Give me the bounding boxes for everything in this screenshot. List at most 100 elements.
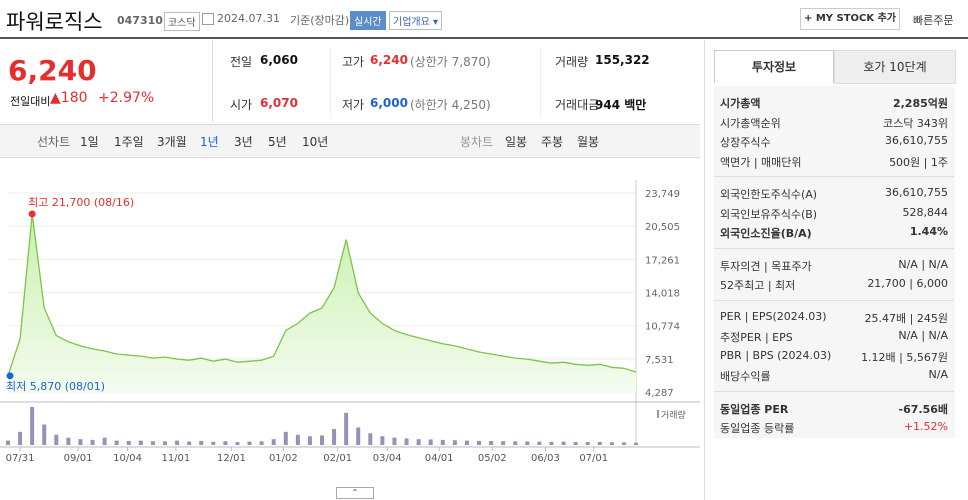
quick-order[interactable]: 빠른주문: [913, 14, 954, 27]
volume-bar: [537, 441, 542, 445]
candle-tab[interactable]: 주봉: [541, 135, 564, 149]
volume-bar: [597, 441, 602, 445]
volume-bar: [30, 407, 35, 445]
tab-invest[interactable]: 투자정보: [714, 50, 834, 83]
x-tick-label: 06/03: [531, 453, 560, 464]
summary-value: 6,070: [260, 96, 298, 110]
volume-bar: [428, 439, 433, 445]
volume-bar: [416, 439, 421, 445]
basis: 기준(장마감): [290, 14, 350, 27]
summary-sub: (하한가 4,250): [410, 98, 491, 112]
volume-bar: [223, 441, 228, 445]
volume-bar: [150, 441, 155, 445]
volume-bar: [513, 441, 518, 445]
info-value: N/A | N/A: [898, 257, 948, 271]
period-tab[interactable]: 3개월: [157, 135, 187, 149]
collapse-button[interactable]: ⌃: [336, 487, 374, 499]
y-tick-label: 7,531: [645, 355, 674, 366]
candle-tab[interactable]: 일봉: [505, 135, 528, 149]
info-value: 21,700 | 6,000: [867, 277, 948, 290]
info-label: 52주최고 | 최저: [720, 279, 796, 292]
volume-bar: [525, 441, 530, 445]
summary-label: 시가: [230, 98, 253, 112]
info-value: 36,610,755: [885, 134, 948, 147]
line-chart-label: 선차트: [37, 135, 71, 149]
info-label: 액면가 | 매매단위: [720, 155, 802, 169]
volume-bar: [295, 434, 300, 445]
volume-bar: [175, 440, 180, 445]
date: 2024.07.31: [217, 12, 280, 25]
period-tab[interactable]: 1일: [80, 135, 99, 149]
mystock-button[interactable]: + MY STOCK 추가: [800, 8, 900, 30]
realtime-badge[interactable]: 실시간: [350, 11, 386, 30]
volume-bar: [392, 437, 397, 445]
period-tab[interactable]: 1주일: [114, 135, 144, 149]
volume-bar: [621, 442, 626, 445]
change: ▲180: [50, 90, 88, 106]
summary-label: 전일: [230, 55, 253, 69]
low-point: [6, 372, 14, 380]
volume-bar: [440, 439, 445, 445]
change-label: 전일대비: [10, 95, 51, 108]
area: [8, 214, 636, 392]
info-value: 2,285억원: [892, 97, 948, 110]
stock-code: 047310: [117, 14, 163, 27]
volume-bar: [634, 442, 638, 445]
info-value: 25.47배 | 245원: [864, 311, 948, 325]
section-rule: [714, 176, 954, 177]
x-tick-label: 11/01: [161, 453, 190, 464]
change-value: 180: [60, 90, 88, 106]
section-rule: [714, 299, 954, 301]
summary-label: 고가: [342, 55, 365, 69]
period-tab[interactable]: 1년: [200, 135, 219, 149]
x-tick-label: 02/01: [323, 453, 352, 464]
period-tab[interactable]: 3년: [234, 135, 253, 149]
period-tab[interactable]: 10년: [302, 135, 329, 149]
volume-bar: [235, 442, 240, 445]
volume-bar: [585, 442, 590, 445]
info-value: 36,610,755: [885, 186, 948, 199]
y-tick-label: 23,749: [645, 189, 680, 200]
x-tick-label: 10/04: [113, 453, 142, 464]
volume-bar: [561, 441, 566, 445]
line: [7, 213, 637, 377]
market-badge: 코스닥: [164, 12, 200, 31]
volume-bar: [477, 440, 481, 445]
volume-bar: [380, 436, 385, 445]
volume-legend: [657, 410, 659, 418]
period-tab[interactable]: 5년: [268, 135, 287, 149]
volume-bar: [90, 439, 95, 445]
section-rule: [714, 390, 954, 392]
tab-orderbook[interactable]: 호가 10단계: [834, 50, 956, 84]
info-label: PER | EPS(2024.03): [720, 309, 827, 323]
y-tick-label: 14,018: [645, 289, 680, 300]
volume-bar: [501, 441, 506, 445]
info-label: 외국인보유주식수(B): [720, 207, 818, 221]
info-label: 상장주식수: [720, 136, 771, 149]
volume-bar: [54, 434, 59, 445]
summary-label: 저가: [342, 98, 365, 112]
summary-value: 6,240: [370, 53, 408, 67]
x-tick-label: 01/02: [269, 453, 298, 464]
volume-bar: [114, 440, 119, 445]
info-label: PBR | BPS (2024.03): [720, 348, 832, 362]
y-tick-label: 10,774: [645, 322, 680, 333]
info-label: 추정PER | EPS: [720, 331, 793, 344]
volume-bar: [211, 441, 216, 445]
x-tick-label: 04/01: [425, 453, 454, 464]
volume-bar: [66, 437, 71, 445]
summary-label: 거래량: [555, 55, 589, 69]
volume-bar: [344, 412, 349, 445]
stock-name: 파워로직스: [6, 10, 103, 34]
info-label: 외국인한도주식수(A): [720, 188, 818, 201]
current-price: 6,240: [8, 54, 97, 87]
candle-tab[interactable]: 월봉: [577, 135, 600, 149]
info-label: 투자의견 | 목표주가: [720, 259, 812, 273]
volume-bar: [247, 441, 252, 445]
volume-bar: [199, 440, 204, 445]
info-value: 528,844: [902, 205, 949, 219]
volume-bar: [609, 442, 614, 445]
company-button[interactable]: 기업개요 ▾: [389, 11, 443, 30]
volume-bar: [452, 440, 457, 445]
volume-bar: [549, 441, 554, 445]
